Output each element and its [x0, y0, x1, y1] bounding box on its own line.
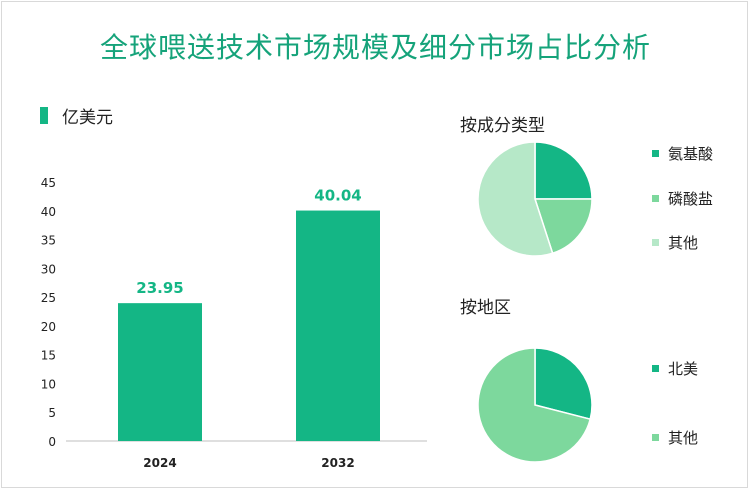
- unit-legend: 亿美元: [40, 104, 113, 128]
- legend-label: 磷酸盐: [668, 190, 714, 208]
- y-tick-label: 30: [41, 262, 56, 276]
- y-tick-label: 0: [48, 435, 56, 449]
- pie-title-region: 按地区: [460, 298, 511, 318]
- y-tick-label: 10: [41, 377, 56, 391]
- y-tick-label: 5: [48, 406, 56, 420]
- x-tick-label: 2032: [321, 456, 354, 470]
- legend-swatch: [652, 195, 659, 202]
- y-tick-label: 35: [41, 234, 56, 248]
- y-tick-label: 25: [41, 291, 56, 305]
- unit-legend-swatch: [40, 106, 48, 124]
- legend-item: 磷酸盐: [652, 188, 713, 209]
- y-tick-label: 15: [41, 349, 56, 363]
- bar-y-ticks: 0 5 10 15 20 25 30 35 40 45: [41, 176, 56, 449]
- pie-region-legend: 北美 其他: [652, 358, 747, 448]
- legend-label: 北美: [668, 360, 699, 378]
- legend-swatch: [652, 365, 659, 372]
- y-tick-label: 20: [41, 320, 56, 334]
- bar-x-labels: 2024 2032: [143, 456, 354, 470]
- bar-value-label: 40.04: [314, 187, 361, 205]
- legend-item: 氨基酸: [652, 143, 713, 164]
- pie-component-legend: 氨基酸 磷酸盐 其他: [652, 143, 747, 253]
- unit-legend-label: 亿美元: [62, 107, 113, 128]
- y-tick-label: 45: [41, 176, 56, 190]
- pie-title-component: 按成分类型: [460, 116, 545, 136]
- legend-swatch: [652, 434, 659, 441]
- legend-label: 氨基酸: [668, 145, 714, 163]
- bar-marks: 23.95 40.04: [118, 187, 380, 441]
- chart-title: 全球喂送技术市场规模及细分市场占比分析: [99, 31, 651, 64]
- y-tick-label: 40: [41, 205, 56, 219]
- legend-item: 其他: [652, 232, 698, 253]
- legend-item: 北美: [652, 358, 698, 379]
- legend-item: 其他: [652, 427, 698, 448]
- bar-2024: [118, 303, 202, 441]
- legend-label: 其他: [668, 429, 699, 447]
- x-tick-label: 2024: [143, 456, 176, 470]
- bar-2032: [296, 210, 380, 441]
- legend-label: 其他: [668, 234, 699, 252]
- legend-swatch: [652, 239, 659, 246]
- bar-value-label: 23.95: [136, 279, 183, 297]
- legend-swatch: [652, 150, 659, 157]
